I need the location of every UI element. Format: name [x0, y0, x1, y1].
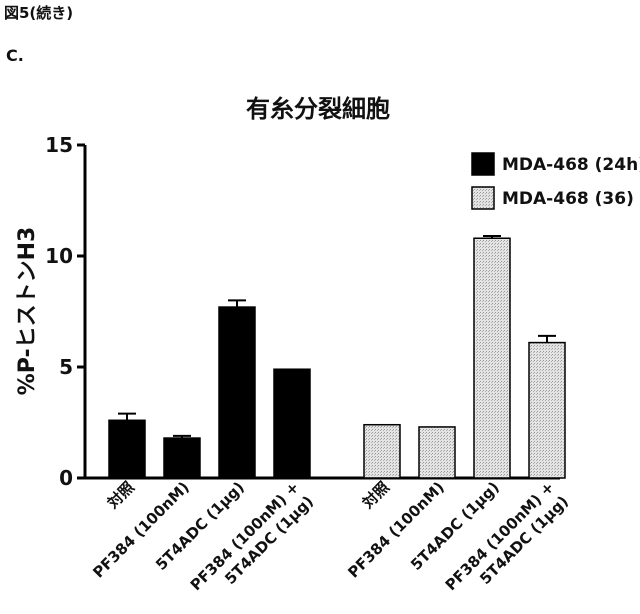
bars — [109, 236, 565, 478]
y-tick-label: 0 — [59, 466, 73, 490]
legend-swatch — [472, 187, 494, 209]
y-tick-label: 15 — [45, 133, 73, 157]
x-tick-label: PF384 (100nM) +5T4ADC (1μg) — [442, 478, 572, 608]
bar — [219, 307, 255, 478]
bar — [419, 427, 455, 478]
bar — [364, 425, 400, 478]
chart-title: 有糸分裂細胞 — [246, 95, 390, 123]
legend-label: MDA-468 (24h) — [502, 155, 640, 175]
bar — [274, 369, 310, 478]
x-tick-label: PF384 (100nM) — [344, 478, 448, 582]
bar — [109, 420, 145, 478]
x-tick-label: PF384 (100nM) — [89, 478, 193, 582]
y-axis-label: %P-ヒストンH3 — [15, 227, 40, 396]
y-tick-label: 10 — [45, 244, 73, 268]
x-tick-label: PF384 (100nM) +5T4ADC (1μg) — [187, 478, 317, 608]
y-tick-label: 5 — [59, 355, 73, 379]
legend: MDA-468 (24h) MDA-468 (36) — [472, 153, 640, 209]
bar — [474, 238, 510, 478]
bar — [529, 343, 565, 478]
x-tick-label: 対照 — [103, 478, 138, 513]
x-tick-label: 対照 — [358, 478, 393, 513]
legend-label: MDA-468 (36) — [502, 189, 634, 209]
legend-swatch — [472, 153, 494, 175]
bar — [164, 438, 200, 478]
x-tick-labels: 対照PF384 (100nM)5T4ADC (1μg)PF384 (100nM)… — [89, 478, 572, 608]
